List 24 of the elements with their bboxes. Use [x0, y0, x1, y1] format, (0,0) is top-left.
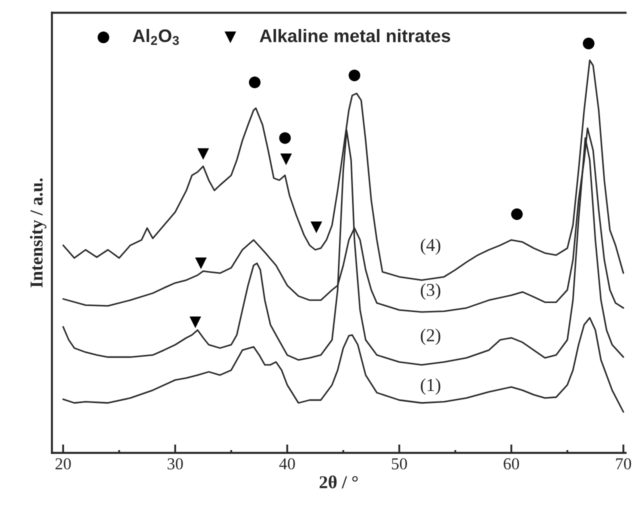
- x-tick-label: 20: [56, 458, 71, 470]
- point: [511, 208, 523, 220]
- annotation: (2): [420, 328, 440, 346]
- x-tick-label: 70: [616, 458, 632, 470]
- point: [197, 148, 209, 160]
- x-tick-label: 50: [392, 458, 407, 470]
- point: [310, 221, 322, 234]
- point: [582, 38, 594, 50]
- point: [348, 70, 360, 82]
- annotation: (1): [420, 378, 440, 395]
- x-tick-label: 60: [504, 458, 520, 470]
- point: [190, 316, 202, 328]
- x-tick-label: 30: [168, 458, 183, 470]
- point: [280, 154, 292, 166]
- annotation: (3): [420, 283, 440, 300]
- legend-label: Al$_{2}$O$_{3}$: [132, 28, 179, 45]
- legend-label: Alkaline metal nitrates: [260, 29, 450, 42]
- x-axis-title: 2θ / °: [320, 476, 358, 488]
- point: [279, 132, 291, 144]
- annotation: (4): [420, 238, 440, 255]
- x-tick-label: 40: [279, 458, 295, 470]
- y-axis-title: Intensity / a.u.: [30, 178, 46, 288]
- point: [195, 258, 207, 270]
- point: [248, 76, 261, 88]
